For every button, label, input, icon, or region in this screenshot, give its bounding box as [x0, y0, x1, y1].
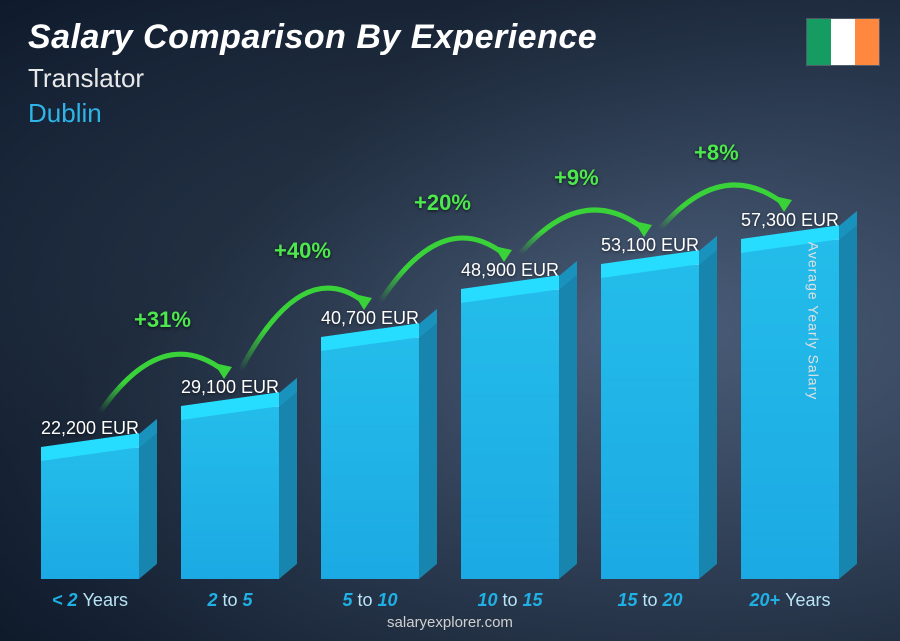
bar-front-face: [41, 447, 139, 579]
bar-category-label: 5 to 10: [342, 590, 397, 611]
bar: [41, 447, 139, 579]
bar-side-face: [559, 274, 577, 579]
bar-category-label: 2 to 5: [207, 590, 252, 611]
bar-front-face: [181, 406, 279, 579]
bar-group: 53,100 EUR15 to 20: [580, 149, 720, 579]
increase-pct-label: +20%: [414, 190, 471, 216]
bar-front-face: [601, 264, 699, 579]
chart-location: Dublin: [28, 98, 597, 129]
bar-side-face: [139, 432, 157, 579]
bar-side-face: [419, 322, 437, 579]
bar-category-label: 15 to 20: [617, 590, 682, 611]
footer-source: salaryexplorer.com: [0, 614, 900, 631]
increase-pct-label: +31%: [134, 307, 191, 333]
increase-pct-label: +9%: [554, 165, 599, 191]
increase-pct-label: +8%: [694, 140, 739, 166]
flag-stripe-white: [831, 19, 855, 65]
bar: [461, 289, 559, 579]
bar-group: 22,200 EUR< 2 Years: [20, 149, 160, 579]
ireland-flag-icon: [806, 18, 880, 66]
bar: [321, 337, 419, 579]
bar-side-face: [839, 224, 857, 579]
bar-category-label: 10 to 15: [477, 590, 542, 611]
bar: [181, 406, 279, 579]
chart-title: Salary Comparison By Experience: [28, 18, 597, 57]
bar-group: 57,300 EUR20+ Years: [720, 149, 860, 579]
increase-pct-label: +40%: [274, 238, 331, 264]
bar: [741, 239, 839, 579]
chart-subtitle: Translator: [28, 63, 597, 94]
flag-stripe-green: [807, 19, 831, 65]
bar: [601, 264, 699, 579]
flag-stripe-orange: [855, 19, 879, 65]
bar-side-face: [699, 249, 717, 579]
bar-category-label: < 2 Years: [52, 590, 128, 611]
bar-front-face: [461, 289, 559, 579]
bar-front-face: [741, 239, 839, 579]
bar-category-label: 20+ Years: [750, 590, 831, 611]
header: Salary Comparison By Experience Translat…: [28, 18, 597, 129]
bar-side-face: [279, 391, 297, 579]
bar-group: 29,100 EUR2 to 5: [160, 149, 300, 579]
y-axis-label: Average Yearly Salary: [805, 241, 821, 400]
bar-front-face: [321, 337, 419, 579]
